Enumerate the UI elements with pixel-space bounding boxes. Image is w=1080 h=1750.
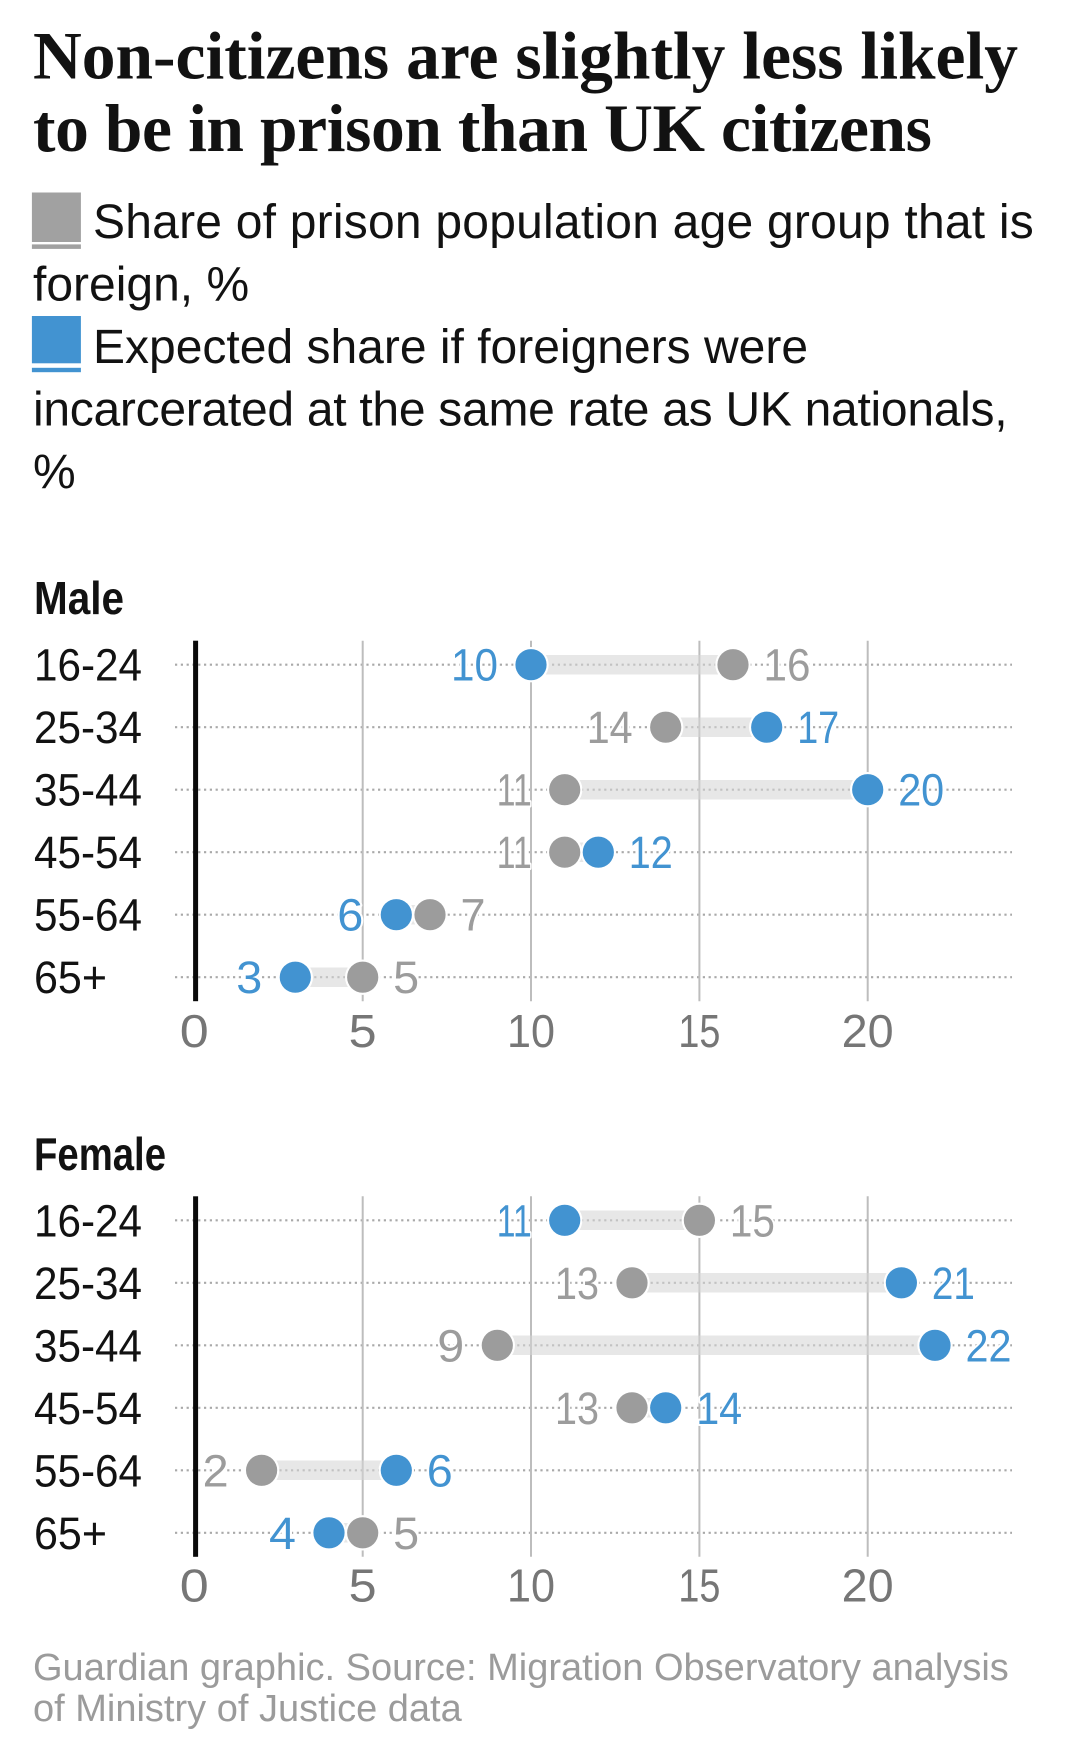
svg-text:5: 5 xyxy=(393,1508,419,1559)
svg-text:20: 20 xyxy=(898,765,944,816)
svg-text:9: 9 xyxy=(437,1320,464,1371)
svg-text:10: 10 xyxy=(507,1005,555,1057)
svg-text:Share of prison population age: Share of prison population age group tha… xyxy=(93,196,1034,249)
svg-text:20: 20 xyxy=(842,1560,894,1612)
svg-text:7: 7 xyxy=(461,890,486,941)
svg-text:3: 3 xyxy=(236,952,262,1003)
svg-text:55-64: 55-64 xyxy=(34,1445,142,1496)
svg-text:Non-citizens are slightly less: Non-citizens are slightly less likely xyxy=(33,19,1018,94)
svg-text:0: 0 xyxy=(180,1560,209,1612)
svg-text:Expected share if foreigners w: Expected share if foreigners were xyxy=(93,321,808,374)
svg-text:55-64: 55-64 xyxy=(34,890,142,941)
svg-text:Female: Female xyxy=(34,1128,166,1180)
svg-text:17: 17 xyxy=(797,702,839,753)
svg-text:25-34: 25-34 xyxy=(34,702,142,753)
svg-text:65+: 65+ xyxy=(34,952,107,1003)
svg-text:foreign, %: foreign, % xyxy=(33,259,249,312)
svg-text:15: 15 xyxy=(730,1195,775,1246)
svg-text:of Ministry of Justice data: of Ministry of Justice data xyxy=(33,1688,463,1730)
svg-text:25-34: 25-34 xyxy=(34,1258,142,1309)
svg-text:%: % xyxy=(33,446,76,499)
svg-text:15: 15 xyxy=(678,1005,720,1057)
svg-text:22: 22 xyxy=(966,1320,1012,1371)
svg-text:45-54: 45-54 xyxy=(34,827,142,878)
svg-text:10: 10 xyxy=(451,640,498,691)
svg-text:Male: Male xyxy=(34,572,124,624)
svg-text:6: 6 xyxy=(427,1445,453,1496)
svg-text:5: 5 xyxy=(349,1560,377,1612)
svg-text:incarcerated at the same rate: incarcerated at the same rate as UK nati… xyxy=(33,384,1007,437)
svg-text:10: 10 xyxy=(507,1560,555,1612)
svg-text:4: 4 xyxy=(269,1508,296,1559)
svg-text:11: 11 xyxy=(497,1195,532,1246)
svg-text:5: 5 xyxy=(393,952,419,1003)
svg-text:2: 2 xyxy=(203,1445,229,1496)
svg-text:45-54: 45-54 xyxy=(34,1383,142,1434)
svg-text:65+: 65+ xyxy=(34,1508,107,1559)
svg-text:35-44: 35-44 xyxy=(34,1320,142,1371)
svg-text:0: 0 xyxy=(180,1005,209,1057)
svg-text:to be in prison than UK citize: to be in prison than UK citizens xyxy=(33,91,932,166)
svg-text:11: 11 xyxy=(497,827,532,878)
svg-text:16-24: 16-24 xyxy=(34,1195,142,1246)
svg-text:16-24: 16-24 xyxy=(34,640,142,691)
svg-text:13: 13 xyxy=(555,1383,599,1434)
svg-text:20: 20 xyxy=(842,1005,894,1057)
svg-text:14: 14 xyxy=(587,702,633,753)
svg-text:14: 14 xyxy=(696,1383,742,1434)
svg-text:35-44: 35-44 xyxy=(34,765,142,816)
svg-text:11: 11 xyxy=(497,765,532,816)
svg-text:16: 16 xyxy=(764,640,811,691)
svg-text:12: 12 xyxy=(629,827,673,878)
svg-text:Guardian graphic. Source: Migr: Guardian graphic. Source: Migration Obse… xyxy=(33,1647,1009,1689)
svg-text:13: 13 xyxy=(555,1258,599,1309)
svg-text:5: 5 xyxy=(349,1005,377,1057)
svg-text:21: 21 xyxy=(932,1258,975,1309)
svg-text:15: 15 xyxy=(678,1560,720,1612)
svg-text:6: 6 xyxy=(337,890,363,941)
